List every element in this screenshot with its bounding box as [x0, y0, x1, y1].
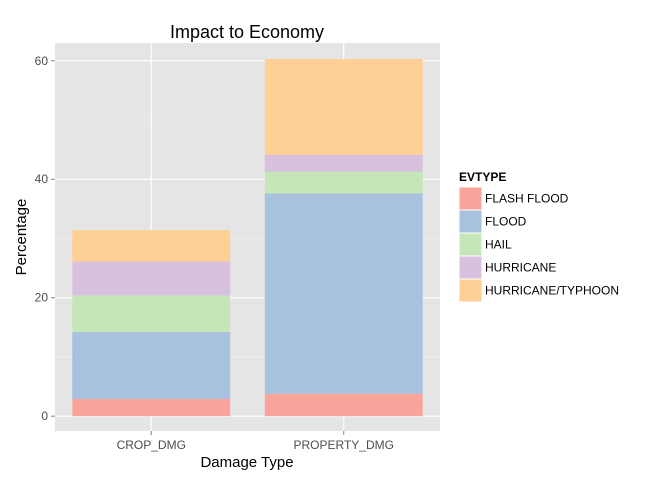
bar-stacks	[72, 58, 423, 417]
legend-key	[458, 232, 483, 257]
bar-segment	[72, 261, 231, 296]
bar-segment	[264, 193, 423, 394]
legend: FLASH FLOOD FLOOD HAIL HURRICANE HURRICANE/T…	[458, 186, 619, 303]
bar-segment	[264, 393, 423, 417]
bar-segment	[72, 230, 231, 262]
y-tick-label: 40	[35, 172, 49, 186]
legend-key	[458, 209, 483, 234]
legend-title: EVTYPE	[459, 170, 506, 184]
legend-key	[458, 186, 483, 211]
legend-label: FLASH FLOOD	[485, 192, 569, 206]
y-axis-title: Percentage	[13, 199, 30, 276]
y-tick-label: 60	[35, 54, 49, 68]
y-tick-label: 20	[35, 291, 49, 305]
legend-key	[458, 255, 483, 280]
x-axis-title: Damage Type	[200, 454, 293, 471]
legend-key	[458, 278, 483, 303]
bar-segment	[72, 399, 231, 417]
x-axis-ticks: CROP_DMG PROPERTY_DMG	[117, 431, 394, 452]
chart-title: Impact to Economy	[170, 22, 324, 42]
bar-segment	[264, 171, 423, 194]
legend-label: HURRICANE	[485, 261, 556, 275]
x-tick-label: PROPERTY_DMG	[294, 438, 394, 452]
bar-segment	[72, 332, 231, 400]
legend-label: HAIL	[485, 238, 512, 252]
bar-segment	[72, 295, 231, 333]
x-tick-label: CROP_DMG	[117, 438, 186, 452]
y-tick-label: 0	[41, 409, 48, 423]
bar-segment	[264, 154, 423, 172]
y-axis-ticks: 0 20 40 60	[35, 54, 55, 423]
bar-segment	[264, 58, 423, 155]
legend-label: HURRICANE/TYPHOON	[485, 284, 619, 298]
legend-label: FLOOD	[485, 215, 527, 229]
